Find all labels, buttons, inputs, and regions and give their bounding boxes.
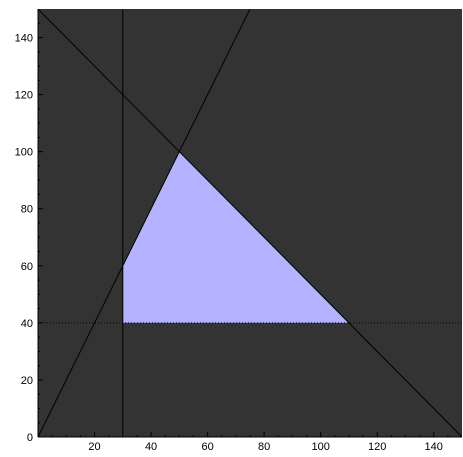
y-tick-label: 20 [21, 375, 33, 387]
x-tick-label: 60 [201, 441, 213, 452]
x-tick-label: 40 [145, 441, 157, 452]
axis-layer: 20 40 60 80 100 120 140 0 20 40 60 80 100 120 140 [15, 9, 462, 453]
y-tick-label: 0 [27, 432, 33, 444]
plot-content [38, 9, 462, 437]
constraint-line-3 [38, 9, 251, 437]
x-tick-label: 120 [368, 441, 386, 452]
constraint-line-4 [38, 9, 462, 437]
y-tick-label: 120 [15, 90, 33, 102]
x-tick-label: 80 [258, 441, 270, 452]
x-tick-label: 20 [88, 441, 100, 452]
feasible-region [122, 151, 349, 323]
y-tick-label: 40 [21, 318, 33, 330]
x-tick-label: 100 [311, 441, 329, 452]
y-tick-label: 80 [21, 204, 33, 216]
y-tick-label: 100 [15, 147, 33, 159]
y-tick-label: 60 [21, 261, 33, 273]
y-tick-label: 140 [15, 33, 33, 45]
plot-layer [38, 9, 462, 437]
x-tick-label: 140 [425, 441, 443, 452]
